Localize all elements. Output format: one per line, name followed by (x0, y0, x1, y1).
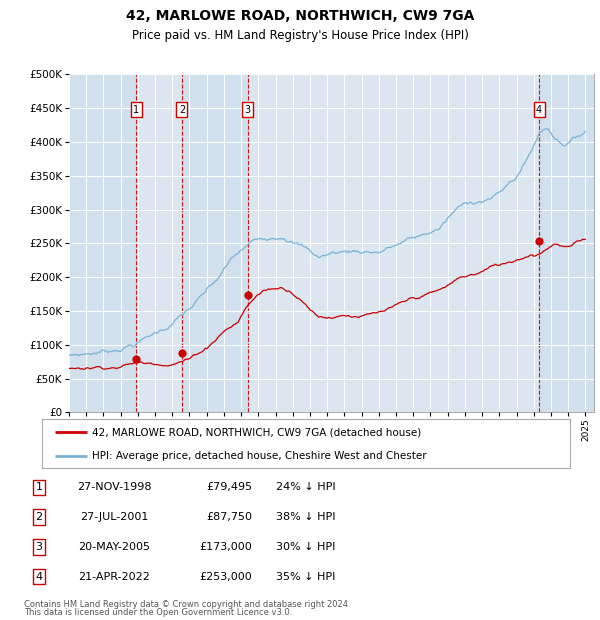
Text: 1: 1 (35, 482, 43, 492)
Text: Contains HM Land Registry data © Crown copyright and database right 2024.: Contains HM Land Registry data © Crown c… (24, 600, 350, 609)
Text: 3: 3 (35, 542, 43, 552)
Text: £253,000: £253,000 (199, 572, 252, 582)
Text: 42, MARLOWE ROAD, NORTHWICH, CW9 7GA (detached house): 42, MARLOWE ROAD, NORTHWICH, CW9 7GA (de… (92, 427, 421, 437)
Text: 2: 2 (35, 512, 43, 522)
Text: £173,000: £173,000 (199, 542, 252, 552)
Text: £79,495: £79,495 (206, 482, 252, 492)
Point (131, 353, 141, 363)
Point (177, 348, 187, 358)
Text: 21-APR-2022: 21-APR-2022 (78, 572, 150, 582)
Text: 24% ↓ HPI: 24% ↓ HPI (276, 482, 335, 492)
Text: £87,750: £87,750 (206, 512, 252, 522)
Text: 20-MAY-2005: 20-MAY-2005 (78, 542, 150, 552)
Text: Price paid vs. HM Land Registry's House Price Index (HPI): Price paid vs. HM Land Registry's House … (131, 29, 469, 42)
Text: 4: 4 (35, 572, 43, 582)
Text: 27-NOV-1998: 27-NOV-1998 (77, 482, 151, 492)
Text: 35% ↓ HPI: 35% ↓ HPI (276, 572, 335, 582)
Text: 2: 2 (179, 105, 185, 115)
Text: This data is licensed under the Open Government Licence v3.0.: This data is licensed under the Open Gov… (24, 608, 292, 617)
Text: HPI: Average price, detached house, Cheshire West and Chester: HPI: Average price, detached house, Ches… (92, 451, 427, 461)
Bar (539, 74, 594, 412)
Text: 3: 3 (245, 105, 251, 115)
Text: 1: 1 (133, 105, 139, 115)
Text: 30% ↓ HPI: 30% ↓ HPI (276, 542, 335, 552)
Bar (182, 74, 248, 412)
Text: 4: 4 (536, 105, 542, 115)
Text: 38% ↓ HPI: 38% ↓ HPI (276, 512, 335, 522)
Point (243, 290, 253, 300)
Point (534, 236, 544, 246)
Bar (69, 74, 136, 412)
Text: 27-JUL-2001: 27-JUL-2001 (80, 512, 148, 522)
Text: 42, MARLOWE ROAD, NORTHWICH, CW9 7GA: 42, MARLOWE ROAD, NORTHWICH, CW9 7GA (126, 9, 474, 24)
